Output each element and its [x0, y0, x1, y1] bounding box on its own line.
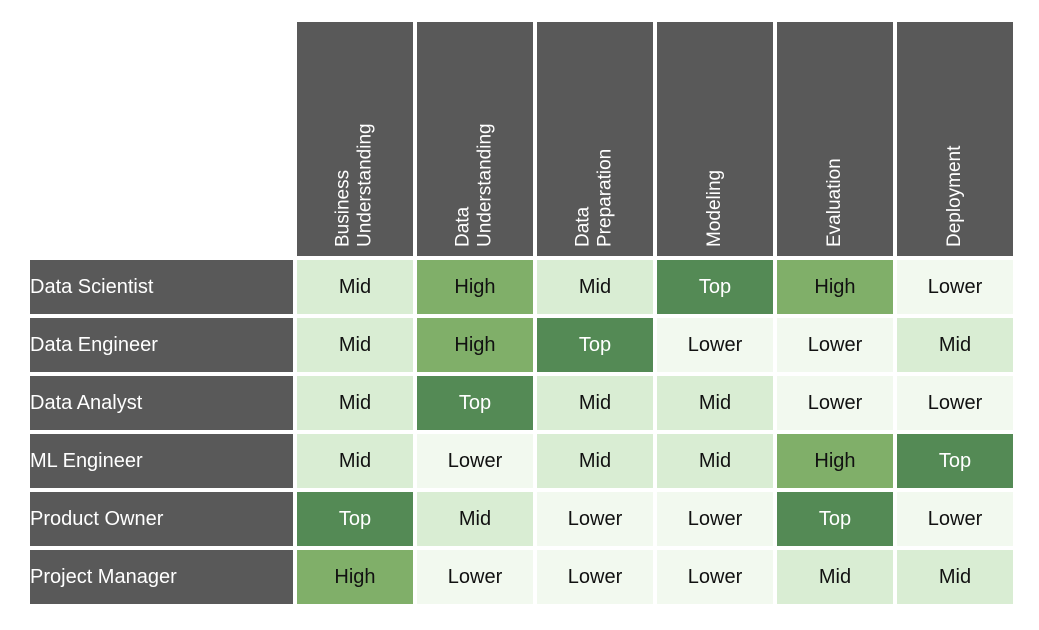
- matrix-cell: Mid: [537, 434, 653, 488]
- row-header: Data Analyst: [30, 376, 293, 430]
- column-header: Deployment: [897, 22, 1013, 256]
- matrix-cell: High: [417, 260, 533, 314]
- matrix-row: Data Engineer Mid High Top Lower Lower Mid: [30, 318, 1013, 372]
- matrix-cell: Lower: [777, 318, 893, 372]
- matrix-cell: Lower: [897, 376, 1013, 430]
- matrix-cell: Top: [417, 376, 533, 430]
- matrix-cell: High: [417, 318, 533, 372]
- matrix-cell: Lower: [417, 434, 533, 488]
- matrix-cell: Top: [777, 492, 893, 546]
- matrix-cell: Mid: [297, 318, 413, 372]
- matrix-cell: Mid: [657, 376, 773, 430]
- column-header-label: Modeling: [703, 169, 725, 247]
- row-header: Data Engineer: [30, 318, 293, 372]
- matrix-row: Product Owner Top Mid Lower Lower Top Lower: [30, 492, 1013, 546]
- slide-canvas: Business Understanding Data Understanding…: [0, 18, 1039, 630]
- column-header: Evaluation: [777, 22, 893, 256]
- matrix-cell: Mid: [297, 260, 413, 314]
- matrix-cell: Mid: [297, 434, 413, 488]
- matrix-cell: Lower: [657, 492, 773, 546]
- matrix-cell: Lower: [777, 376, 893, 430]
- column-header: Modeling: [657, 22, 773, 256]
- matrix-cell: High: [777, 434, 893, 488]
- matrix-cell: Lower: [657, 550, 773, 604]
- matrix-cell: High: [297, 550, 413, 604]
- column-header-label: Deployment: [943, 145, 965, 247]
- matrix-cell: Top: [897, 434, 1013, 488]
- matrix-cell: Mid: [537, 260, 653, 314]
- column-header: Data Preparation: [537, 22, 653, 256]
- matrix-row: Data Scientist Mid High Mid Top High Lower: [30, 260, 1013, 314]
- matrix-cell: Mid: [657, 434, 773, 488]
- column-header: Data Understanding: [417, 22, 533, 256]
- row-header: Data Scientist: [30, 260, 293, 314]
- matrix-row: Data Analyst Mid Top Mid Mid Lower Lower: [30, 376, 1013, 430]
- matrix-row: Project Manager High Lower Lower Lower Mid Mid: [30, 550, 1013, 604]
- matrix-cell: Top: [657, 260, 773, 314]
- matrix-cell: Mid: [417, 492, 533, 546]
- row-header: Project Manager: [30, 550, 293, 604]
- column-header: Business Understanding: [297, 22, 413, 256]
- matrix-body: Business Understanding Data Understanding…: [30, 22, 1013, 604]
- matrix-header-row: Business Understanding Data Understanding…: [30, 22, 1013, 256]
- matrix-cell: Mid: [897, 550, 1013, 604]
- column-header-label: Evaluation: [823, 158, 845, 247]
- matrix-cell: Lower: [537, 550, 653, 604]
- matrix-cell: Top: [297, 492, 413, 546]
- row-header: Product Owner: [30, 492, 293, 546]
- column-header-label: Business Understanding: [332, 123, 376, 247]
- matrix-cell: Lower: [417, 550, 533, 604]
- column-header-label: Data Preparation: [572, 148, 616, 247]
- matrix-cell: Lower: [897, 492, 1013, 546]
- matrix-row: ML Engineer Mid Lower Mid Mid High Top: [30, 434, 1013, 488]
- row-header: ML Engineer: [30, 434, 293, 488]
- matrix-cell: Mid: [297, 376, 413, 430]
- responsibility-matrix: Business Understanding Data Understanding…: [26, 18, 1017, 608]
- matrix-cell: Lower: [897, 260, 1013, 314]
- matrix-cell: Mid: [897, 318, 1013, 372]
- column-header-label: Data Understanding: [452, 123, 496, 247]
- corner-spacer: [30, 22, 293, 256]
- matrix-cell: Mid: [537, 376, 653, 430]
- matrix-cell: Mid: [777, 550, 893, 604]
- matrix-cell: Lower: [657, 318, 773, 372]
- matrix-cell: Lower: [537, 492, 653, 546]
- matrix-cell: Top: [537, 318, 653, 372]
- matrix-cell: High: [777, 260, 893, 314]
